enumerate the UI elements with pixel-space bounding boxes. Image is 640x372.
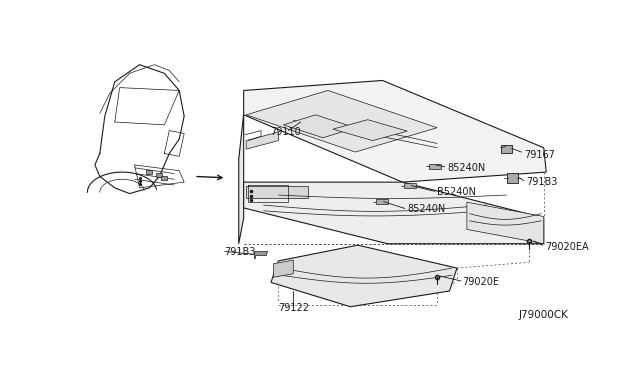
Bar bbox=[147, 170, 152, 174]
Polygon shape bbox=[244, 182, 544, 244]
Polygon shape bbox=[273, 260, 293, 277]
Polygon shape bbox=[467, 202, 544, 244]
Polygon shape bbox=[253, 251, 267, 258]
Text: 79167: 79167 bbox=[524, 150, 555, 160]
Polygon shape bbox=[333, 120, 408, 141]
Text: 79122: 79122 bbox=[278, 303, 308, 313]
Bar bbox=[404, 183, 416, 189]
Bar bbox=[429, 164, 440, 169]
Polygon shape bbox=[239, 114, 244, 244]
Text: J79000CK: J79000CK bbox=[518, 310, 568, 320]
Text: 85240N: 85240N bbox=[408, 204, 445, 214]
Polygon shape bbox=[246, 186, 308, 198]
Polygon shape bbox=[246, 90, 437, 152]
Text: 79020EA: 79020EA bbox=[545, 241, 589, 251]
Text: B5240N: B5240N bbox=[437, 187, 476, 197]
Polygon shape bbox=[284, 115, 355, 138]
Text: 791B3: 791B3 bbox=[527, 177, 558, 187]
Text: 79020E: 79020E bbox=[462, 278, 499, 288]
Text: 79110: 79110 bbox=[271, 127, 301, 137]
FancyBboxPatch shape bbox=[507, 173, 518, 183]
Text: 791B3: 791B3 bbox=[224, 247, 255, 257]
Bar bbox=[156, 173, 163, 177]
Polygon shape bbox=[244, 80, 547, 182]
Bar bbox=[161, 176, 167, 180]
Polygon shape bbox=[246, 132, 278, 149]
Bar bbox=[500, 145, 511, 154]
Polygon shape bbox=[271, 245, 457, 307]
Bar bbox=[376, 199, 388, 205]
Text: 85240N: 85240N bbox=[447, 163, 485, 173]
